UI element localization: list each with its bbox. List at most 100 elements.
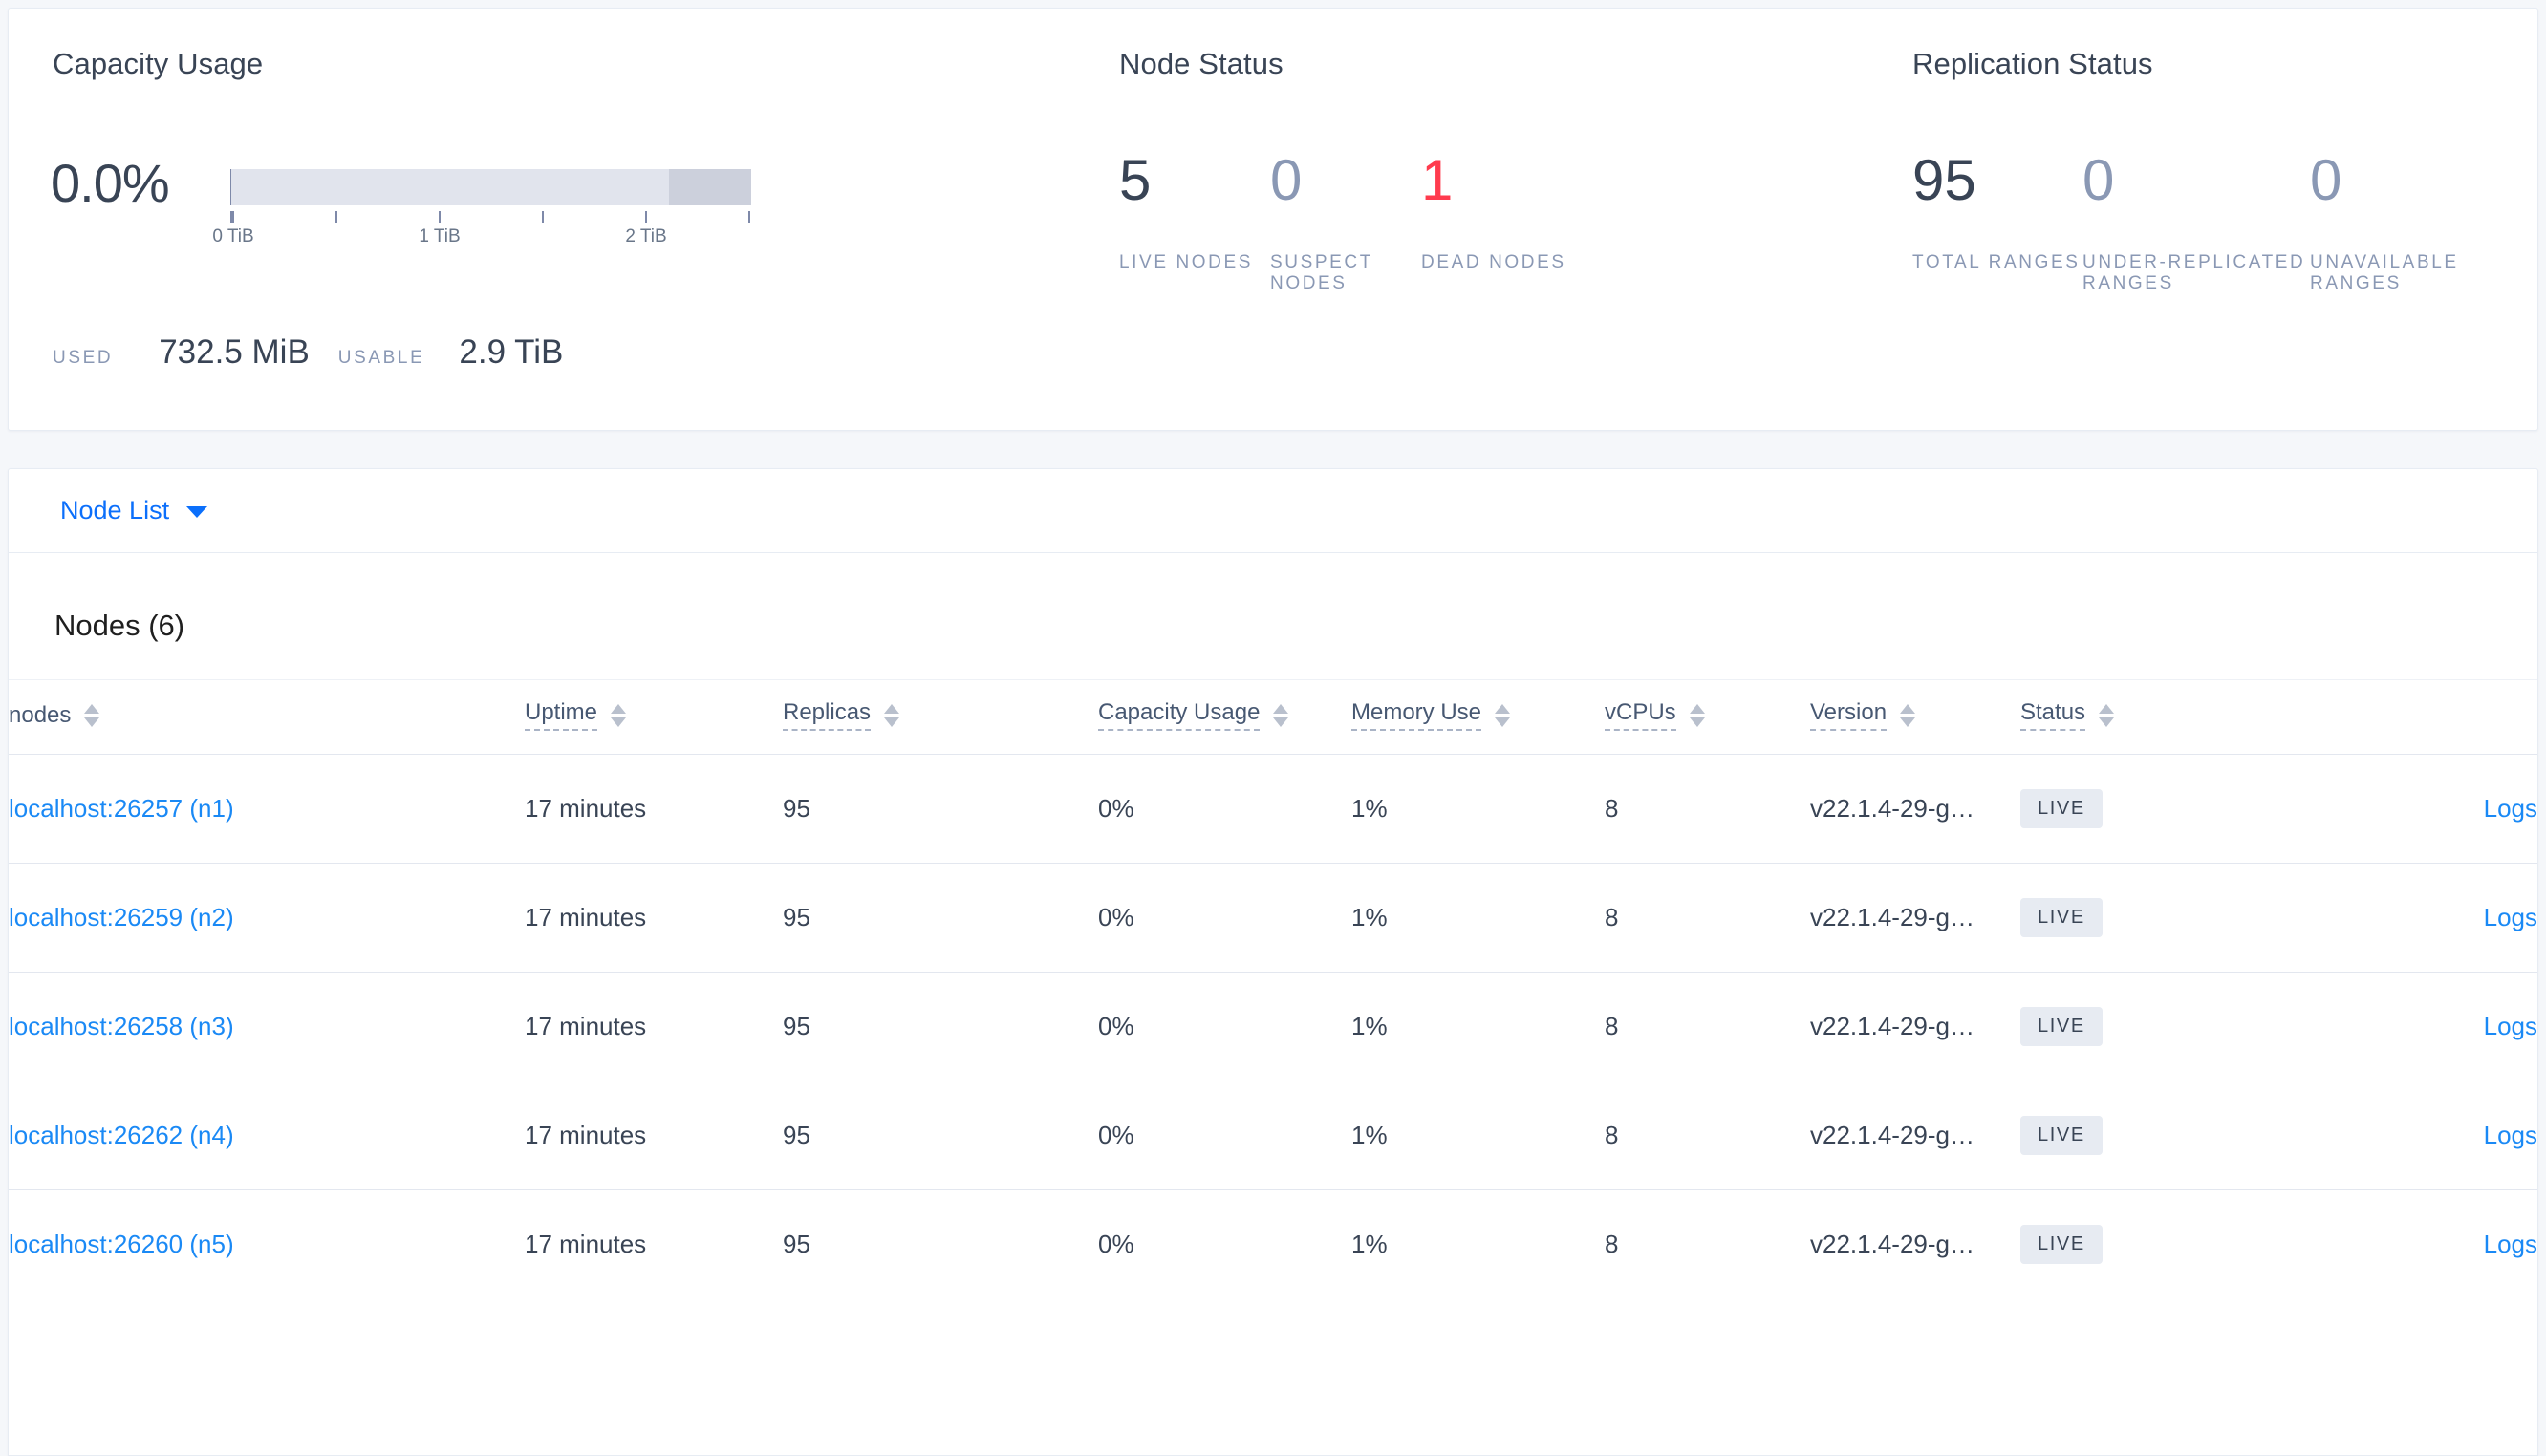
column-header-label: nodes [9, 701, 72, 728]
cell-vcpus: 8 [1605, 1081, 1810, 1190]
column-header-nodes[interactable]: nodes [9, 679, 525, 755]
replication-status-panel: Replication Status 95 TOTAL RANGES 0 UND… [1872, 9, 2539, 430]
suspect-nodes-value: 0 [1270, 148, 1303, 212]
axis-tick [232, 211, 234, 223]
nodes-table-body: localhost:26257 (n1) 17 minutes 95 0% 1%… [9, 754, 2537, 1298]
unavailable-ranges-caption: UNAVAILABLE RANGES [2310, 252, 2459, 294]
node-status-metrics: 5 LIVE NODES 0 SUSPECT NODES 1 DEAD NODE… [1119, 148, 1572, 294]
column-header-logs [2336, 679, 2537, 755]
metric-unavailable-ranges: 0 UNAVAILABLE RANGES [2310, 152, 2501, 294]
status-badge: LIVE [2020, 1007, 2103, 1046]
under-replicated-ranges-caption: UNDER-REPLICATED RANGES [2082, 252, 2306, 294]
logs-link[interactable]: Logs [2483, 1121, 2537, 1149]
cell-uptime: 17 minutes [525, 972, 783, 1081]
table-row: localhost:26259 (n2) 17 minutes 95 0% 1%… [9, 863, 2537, 973]
node-link[interactable]: localhost:26260 (n5) [9, 1230, 234, 1258]
dead-nodes-value: 1 [1421, 148, 1454, 212]
capacity-usage-chart: 0 TiB 1 TiB 2 TiB [212, 169, 751, 255]
status-badge: LIVE [2020, 789, 2103, 828]
logs-link[interactable]: Logs [2483, 903, 2537, 931]
cell-capacity-usage: 0% [1098, 1189, 1351, 1298]
table-row: localhost:26258 (n3) 17 minutes 95 0% 1%… [9, 972, 2537, 1081]
node-link[interactable]: localhost:26257 (n1) [9, 794, 234, 823]
node-list-dropdown[interactable]: Node List [60, 496, 208, 525]
logs-link[interactable]: Logs [2483, 794, 2537, 823]
cell-version: v22.1.4-29-g… [1810, 863, 2020, 973]
node-status-panel: Node Status 5 LIVE NODES 0 SUSPECT NODES… [1079, 9, 1872, 430]
column-header-label: Replicas [783, 699, 872, 731]
cell-node: localhost:26260 (n5) [9, 1189, 525, 1298]
cell-status: LIVE [2020, 863, 2336, 973]
cell-memory-use: 1% [1351, 754, 1605, 864]
sort-icon[interactable] [611, 703, 627, 727]
cell-replicas: 95 [783, 1189, 1098, 1298]
sort-icon[interactable] [1900, 703, 1916, 727]
axis-tick-label: 2 TiB [625, 226, 667, 246]
cell-vcpus: 8 [1605, 863, 1810, 973]
column-header-label: Capacity Usage [1098, 699, 1261, 731]
dead-nodes-caption: DEAD NODES [1421, 252, 1566, 272]
column-header-replicas[interactable]: Replicas [783, 679, 1098, 755]
node-link[interactable]: localhost:26258 (n3) [9, 1012, 234, 1040]
column-header-label: Version [1810, 699, 1888, 731]
sort-icon[interactable] [1273, 703, 1289, 727]
cell-status: LIVE [2020, 1189, 2336, 1298]
column-header-uptime[interactable]: Uptime [525, 679, 783, 755]
cell-logs: Logs [2336, 754, 2537, 864]
metric-total-ranges: 95 TOTAL RANGES [1912, 148, 2082, 273]
chevron-down-icon [186, 506, 208, 518]
cell-replicas: 95 [783, 754, 1098, 864]
axis-tick [230, 211, 232, 223]
cell-uptime: 17 minutes [525, 1081, 783, 1190]
axis-tick [542, 211, 544, 223]
logs-link[interactable]: Logs [2483, 1012, 2537, 1040]
cell-capacity-usage: 0% [1098, 1081, 1351, 1190]
table-header-row: nodes Uptime Replicas [9, 679, 2537, 755]
column-header-label: Status [2020, 699, 2086, 731]
column-header-label: vCPUs [1605, 699, 1676, 731]
axis-tick [645, 211, 647, 223]
cell-version: v22.1.4-29-g… [1810, 754, 2020, 864]
node-link[interactable]: localhost:26259 (n2) [9, 903, 234, 931]
cell-uptime: 17 minutes [525, 863, 783, 973]
sort-icon[interactable] [1689, 703, 1705, 727]
logs-link[interactable]: Logs [2483, 1230, 2537, 1258]
column-header-memory-use[interactable]: Memory Use [1351, 679, 1605, 755]
column-header-status[interactable]: Status [2020, 679, 2336, 755]
cell-node: localhost:26259 (n2) [9, 863, 525, 973]
table-row: localhost:26260 (n5) 17 minutes 95 0% 1%… [9, 1189, 2537, 1298]
metric-under-replicated-ranges: 0 UNDER-REPLICATED RANGES [2082, 152, 2310, 294]
sort-icon[interactable] [884, 703, 900, 727]
total-ranges-value: 95 [1912, 148, 1976, 212]
node-status-title: Node Status [1119, 47, 1284, 80]
cell-logs: Logs [2336, 1081, 2537, 1190]
used-label: USED [53, 348, 114, 368]
axis-tick [748, 211, 750, 223]
cell-node: localhost:26257 (n1) [9, 754, 525, 864]
column-header-vcpus[interactable]: vCPUs [1605, 679, 1810, 755]
cell-logs: Logs [2336, 1189, 2537, 1298]
metric-live-nodes: 5 LIVE NODES [1119, 152, 1270, 273]
capacity-axis: 0 TiB 1 TiB 2 TiB [212, 211, 751, 255]
metric-suspect-nodes: 0 SUSPECT NODES [1270, 148, 1421, 294]
sort-icon[interactable] [1495, 703, 1511, 727]
cell-vcpus: 8 [1605, 972, 1810, 1081]
node-list-dropdown-label: Node List [60, 496, 170, 525]
column-header-capacity-usage[interactable]: Capacity Usage [1098, 679, 1351, 755]
capacity-usage-title: Capacity Usage [53, 47, 264, 80]
sort-icon[interactable] [2099, 703, 2115, 727]
cell-memory-use: 1% [1351, 1189, 1605, 1298]
node-list-toolbar: Node List [9, 469, 2537, 553]
status-badge: LIVE [2020, 1116, 2103, 1155]
axis-tick-label: 1 TiB [419, 226, 461, 246]
cell-logs: Logs [2336, 863, 2537, 973]
capacity-usage-panel: Capacity Usage 0.0% [9, 9, 1079, 430]
node-link[interactable]: localhost:26262 (n4) [9, 1121, 234, 1149]
nodes-table-title: Nodes (6) [54, 609, 185, 642]
cell-uptime: 17 minutes [525, 1189, 783, 1298]
cell-logs: Logs [2336, 972, 2537, 1081]
cell-node: localhost:26262 (n4) [9, 1081, 525, 1190]
nodes-table: nodes Uptime Replicas [9, 679, 2537, 1298]
sort-icon[interactable] [84, 703, 100, 727]
column-header-version[interactable]: Version [1810, 679, 2020, 755]
